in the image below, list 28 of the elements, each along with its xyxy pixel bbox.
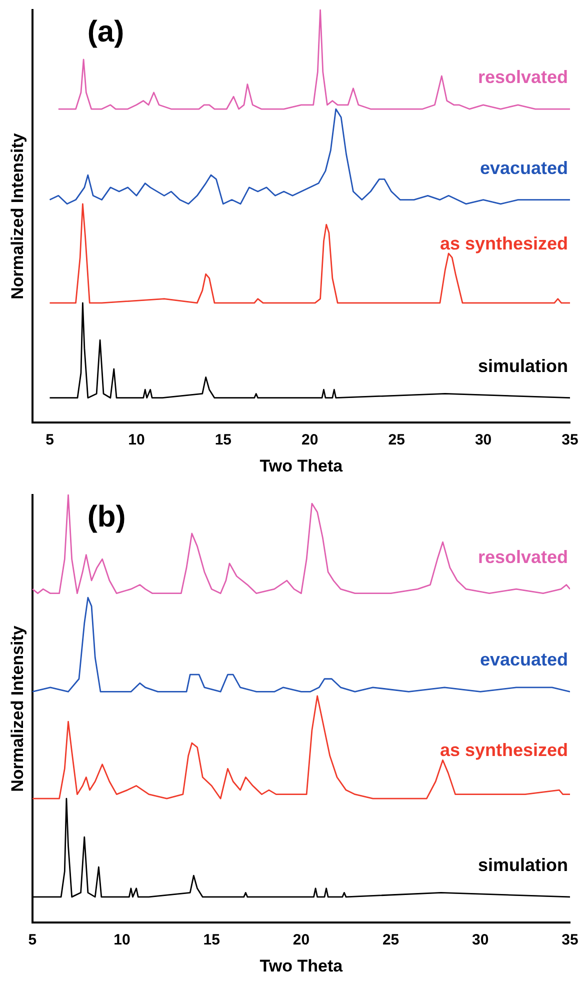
- x-tick-label: 5: [28, 932, 37, 949]
- x-tick-label: 20: [292, 932, 310, 949]
- series-label: evacuated: [480, 158, 568, 178]
- y-axis-title: Normalized Intensity: [8, 625, 27, 792]
- series-label: evacuated: [480, 650, 568, 670]
- series-label: as synthesized: [440, 233, 568, 254]
- annotation: (b): [87, 500, 126, 534]
- x-tick-label: 10: [128, 432, 145, 449]
- x-tick-label: 5: [46, 432, 54, 449]
- x-tick-label: 15: [214, 432, 232, 449]
- series-label: as synthesized: [440, 740, 568, 760]
- x-tick-label: 35: [562, 432, 578, 449]
- x-tick-label: 25: [382, 932, 400, 949]
- x-tick-label: 20: [302, 432, 318, 449]
- x-tick-label: 30: [474, 432, 492, 449]
- y-axis-title: Normalized Intensity: [8, 132, 27, 300]
- x-tick-label: 25: [388, 432, 405, 449]
- series-label: resolvated: [478, 547, 568, 568]
- x-tick-label: 35: [562, 932, 578, 949]
- x-axis-title: Two Theta: [260, 456, 344, 476]
- series-label: resolvated: [478, 67, 568, 88]
- series-label: simulation: [478, 356, 568, 376]
- annotation: (a): [87, 15, 124, 48]
- x-tick-label: 30: [472, 932, 489, 949]
- series-label: simulation: [478, 854, 568, 875]
- x-axis-title: Two Theta: [260, 956, 344, 976]
- x-tick-label: 15: [203, 932, 220, 949]
- x-tick-label: 10: [114, 932, 130, 949]
